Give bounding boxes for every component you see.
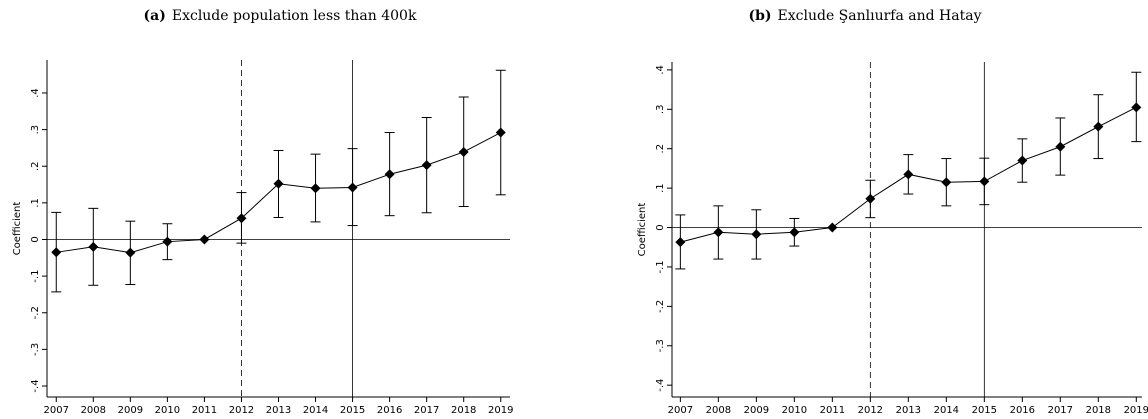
x-tick-label: 2007 bbox=[668, 405, 693, 416]
point bbox=[941, 177, 952, 188]
title-text: Exclude population less than 400k bbox=[172, 8, 417, 24]
chart-title: (a) Exclude population less than 400k bbox=[144, 8, 417, 24]
point bbox=[384, 169, 395, 180]
y-axis-label: Coefficient bbox=[637, 203, 648, 257]
point bbox=[675, 237, 686, 248]
x-tick-label: 2013 bbox=[896, 405, 921, 416]
chart-title: (b) Exclude Şanlıurfa and Hatay bbox=[748, 8, 981, 24]
y-tick-label: 0 bbox=[655, 224, 666, 230]
x-tick-label: 2015 bbox=[972, 405, 997, 416]
x-tick-label: 2014 bbox=[303, 405, 328, 416]
point bbox=[1055, 141, 1066, 152]
point bbox=[713, 227, 724, 238]
point bbox=[1017, 155, 1028, 166]
x-tick-label: 2019 bbox=[488, 405, 513, 416]
x-tick-label: 2010 bbox=[782, 405, 807, 416]
point bbox=[162, 236, 173, 247]
y-tick-label: -.4 bbox=[30, 379, 41, 392]
x-tick-label: 2012 bbox=[229, 405, 254, 416]
point bbox=[347, 182, 358, 193]
y-tick-label: -.4 bbox=[655, 379, 666, 392]
point bbox=[421, 160, 432, 171]
point bbox=[236, 213, 247, 224]
x-tick-label: 2009 bbox=[744, 405, 769, 416]
point bbox=[199, 234, 210, 245]
x-tick-label: 2014 bbox=[934, 405, 959, 416]
y-tick-label: -.3 bbox=[30, 343, 41, 356]
x-tick-label: 2016 bbox=[1010, 405, 1035, 416]
point bbox=[458, 146, 469, 157]
y-tick-label: .2 bbox=[30, 161, 41, 171]
y-tick-label: .3 bbox=[655, 105, 666, 115]
y-tick-label: .1 bbox=[655, 183, 666, 193]
point bbox=[273, 178, 284, 189]
point bbox=[88, 241, 99, 252]
panel-label: (a) bbox=[144, 8, 166, 24]
x-tick-label: 2008 bbox=[706, 405, 731, 416]
title-text: Exclude Şanlıurfa and Hatay bbox=[778, 8, 982, 24]
point bbox=[751, 229, 762, 240]
chart-panel: (b) Exclude Şanlıurfa and Hatay Coefficien… bbox=[637, 8, 1148, 416]
x-tick-label: 2013 bbox=[266, 405, 291, 416]
y-tick-label: .2 bbox=[655, 144, 666, 154]
panel-label: (b) bbox=[748, 8, 771, 24]
chart-panel: (a) Exclude population less than 400k Coef… bbox=[12, 8, 513, 416]
y-tick-label: .4 bbox=[655, 65, 666, 75]
x-tick-label: 2008 bbox=[81, 405, 106, 416]
point bbox=[979, 176, 990, 187]
point bbox=[51, 247, 62, 258]
x-tick-label: 2010 bbox=[155, 405, 180, 416]
point bbox=[903, 169, 914, 180]
y-tick-label: 0 bbox=[30, 236, 41, 242]
y-tick-label: .1 bbox=[30, 198, 41, 208]
point bbox=[1093, 121, 1104, 132]
y-tick-label: -.2 bbox=[30, 306, 41, 319]
point bbox=[865, 193, 876, 204]
x-tick-label: 2018 bbox=[451, 405, 476, 416]
y-tick-label: -.1 bbox=[30, 270, 41, 283]
x-tick-label: 2019 bbox=[1124, 405, 1148, 416]
y-axis-label: Coefficient bbox=[12, 202, 23, 256]
x-tick-label: 2011 bbox=[820, 405, 845, 416]
x-tick-label: 2009 bbox=[118, 405, 143, 416]
point bbox=[495, 127, 506, 138]
point bbox=[125, 247, 136, 258]
x-tick-label: 2017 bbox=[414, 405, 439, 416]
x-tick-label: 2016 bbox=[377, 405, 402, 416]
x-tick-label: 2018 bbox=[1086, 405, 1111, 416]
y-tick-label: -.2 bbox=[655, 300, 666, 313]
y-tick-label: .3 bbox=[30, 125, 41, 135]
point bbox=[827, 222, 838, 233]
point bbox=[789, 227, 800, 238]
x-tick-label: 2017 bbox=[1048, 405, 1073, 416]
point bbox=[1131, 102, 1142, 113]
y-tick-label: .4 bbox=[30, 88, 41, 98]
x-tick-label: 2015 bbox=[340, 405, 365, 416]
x-tick-label: 2007 bbox=[44, 405, 69, 416]
x-tick-label: 2012 bbox=[858, 405, 883, 416]
y-tick-label: -.3 bbox=[655, 339, 666, 352]
y-tick-label: -.1 bbox=[655, 260, 666, 273]
point bbox=[310, 183, 321, 194]
x-tick-label: 2011 bbox=[192, 405, 217, 416]
